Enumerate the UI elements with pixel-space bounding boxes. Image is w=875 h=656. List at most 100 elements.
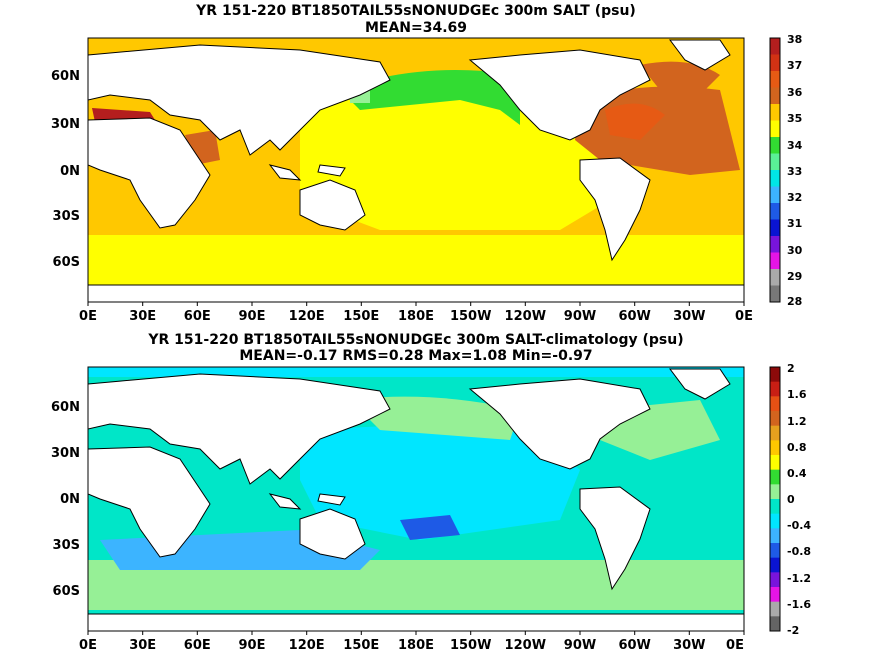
bottom-lat-label-30s: 30S [52, 538, 80, 553]
bottom-map-subtitle: MEAN=-0.17 RMS=0.28 Max=1.08 Min=-0.97 [239, 348, 593, 364]
colorbar-swatch [770, 87, 780, 105]
top-lon-label: 120E [288, 309, 325, 324]
colorbar-swatch [770, 601, 780, 617]
colorbar-swatch [770, 71, 780, 88]
bottom-colorbar-label: -2 [787, 624, 800, 637]
bottom-colorbar-label: 0.4 [787, 467, 807, 480]
bottom-map-title: YR 151-220 BT1850TAIL55sNONUDGEc 300m SA… [148, 332, 684, 348]
bottom-colorbar-label: -1.6 [787, 598, 812, 611]
bottom-lon-label: 180E [397, 638, 435, 653]
top-lon-label: 90W [563, 309, 597, 324]
colorbar-swatch [770, 153, 780, 171]
colorbar-swatch [770, 203, 780, 220]
bottom-lat-label-30n: 30N [51, 446, 80, 461]
bottom-lon-label: 90E [238, 638, 266, 653]
colorbar-swatch [770, 455, 780, 471]
bottom-lat-label-60s: 60S [52, 584, 80, 599]
top-lon-label: 180E [397, 309, 435, 324]
top-lon-label: 30W [673, 309, 706, 324]
axis-ticks [87, 302, 745, 635]
colorbar-swatch [770, 186, 780, 204]
top-lon-label: 0E [79, 309, 97, 324]
bottom-colorbar-label: 1.6 [787, 388, 807, 401]
bottom-colorbar-label: 0.8 [787, 441, 807, 454]
bottom-landmasses [88, 368, 744, 631]
top-map-title: YR 151-220 BT1850TAIL55sNONUDGEc 300m SA… [196, 3, 636, 19]
bottom-lon-label: 90W [563, 638, 597, 653]
bottom-colorbar-label: 1.2 [787, 415, 807, 428]
top-colorbar-label: 31 [787, 217, 803, 230]
top-lon-label: 60E [183, 309, 211, 324]
colorbar-swatch [770, 367, 780, 383]
bottom-lon-label: 30E [129, 638, 157, 653]
top-lon-label: 150E [343, 309, 380, 324]
bottom-lat-label-60n: 60N [51, 400, 80, 415]
colorbar-swatch [770, 469, 780, 485]
top-colorbar-label: 35 [787, 112, 803, 125]
colorbar-swatch [770, 38, 780, 55]
top-lon-label: 150W [449, 309, 492, 324]
top-colorbar-label: 36 [787, 86, 803, 99]
top-lat-label-0n: 0N [60, 164, 80, 179]
colorbar-swatch [770, 484, 780, 500]
colorbar-swatch [770, 269, 780, 286]
top-colorbar-label: 34 [787, 139, 803, 152]
top-colorbar-label: 30 [787, 244, 803, 257]
top-lon-label: 60W [618, 309, 651, 324]
colorbar-swatch [770, 513, 780, 529]
colorbar-swatch [770, 381, 780, 397]
bottom-lon-label: 60W [618, 638, 651, 653]
bottom-colorbar-label: 2 [787, 362, 795, 375]
top-lat-label-60s: 60S [52, 255, 80, 270]
bottom-colorbar-label: -1.2 [787, 572, 812, 585]
top-landmasses [88, 39, 744, 302]
top-colorbar-label: 33 [787, 165, 803, 178]
colorbar-swatch [770, 219, 780, 237]
top-colorbar-label: 28 [787, 295, 803, 308]
bottom-lon-label: 120E [288, 638, 325, 653]
top-lon-label: 90E [238, 309, 266, 324]
bottom-colorbar-label: 0 [787, 493, 795, 506]
top-colorbar-label: 32 [787, 191, 803, 204]
colorbar-swatch [770, 54, 780, 72]
bottom-colorbar [769, 366, 781, 632]
colorbar-swatch [770, 440, 780, 456]
colorbar-swatch [770, 285, 780, 303]
colorbar-swatch [770, 499, 780, 515]
bottom-lon-label: 30W [673, 638, 706, 653]
colorbar-swatch [770, 137, 780, 154]
bottom-lon-label: 60E [183, 638, 211, 653]
colorbar-swatch [770, 236, 780, 253]
colorbar-swatch [770, 170, 780, 187]
top-lon-label: 0E [735, 309, 753, 324]
colorbar-swatch [770, 120, 780, 138]
colorbar-swatch [770, 557, 780, 573]
bottom-lon-label: 120W [504, 638, 547, 653]
north-pacific-low-salinity [340, 70, 520, 125]
bottom-lon-label: 0E [79, 638, 97, 653]
bottom-lon-label: 0E [726, 638, 744, 653]
top-lat-label-60n: 60N [51, 69, 80, 84]
top-lon-label: 30E [129, 309, 157, 324]
bottom-colorbar-label: -0.8 [787, 545, 812, 558]
colorbar-swatch [770, 572, 780, 588]
top-colorbar-label: 37 [787, 59, 803, 72]
bottom-lat-label-0n: 0N [60, 492, 80, 507]
bottom-lon-label: 150E [343, 638, 380, 653]
colorbar-swatch [770, 616, 780, 632]
colorbar-swatch [770, 411, 780, 427]
colorbar-swatch [770, 396, 780, 412]
top-colorbar-label: 29 [787, 270, 803, 283]
colorbar-swatch [770, 425, 780, 441]
colorbar-swatch [770, 104, 780, 121]
colorbar-swatch [770, 252, 780, 270]
colorbar-swatch [770, 528, 780, 544]
top-lon-label: 120W [504, 309, 547, 324]
top-map-subtitle: MEAN=34.69 [364, 20, 468, 36]
colorbar-frame [769, 37, 781, 303]
top-lat-label-30s: 30S [52, 209, 80, 224]
top-colorbar [769, 37, 781, 303]
top-lat-label-30n: 30N [51, 117, 80, 132]
top-colorbar-label: 38 [787, 33, 803, 46]
